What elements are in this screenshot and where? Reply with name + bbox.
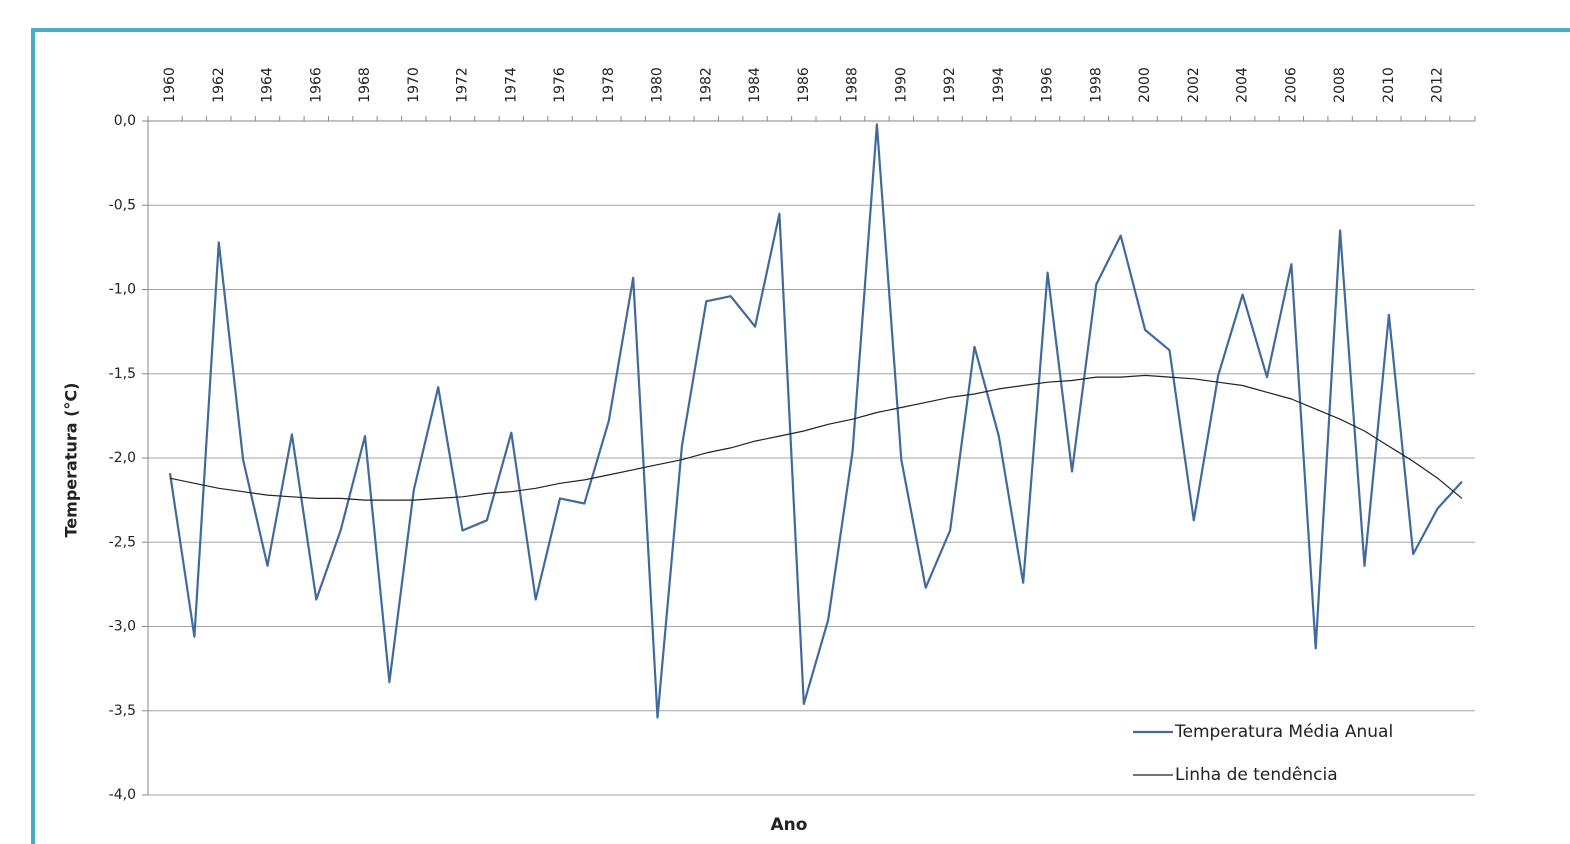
y-axis-title: Temperatura (°C) (62, 383, 81, 538)
x-tick-label: 1972 (455, 67, 471, 103)
x-tick-label: 1964 (260, 67, 276, 103)
x-tick-label: 2010 (1381, 67, 1397, 103)
y-tick-label: -1,0 (109, 282, 136, 298)
x-tick-label: 1998 (1088, 67, 1104, 103)
x-tick-label: 1996 (1040, 67, 1056, 103)
x-tick-label: 1988 (845, 67, 861, 103)
legend-label: Linha de tendência (1175, 765, 1338, 785)
x-tick-label: 2002 (1186, 67, 1202, 103)
x-tick-label: 2000 (1137, 67, 1153, 103)
x-tick-label: 1992 (942, 67, 958, 103)
x-tick-label: 2008 (1332, 67, 1348, 103)
x-tick-label: 1976 (552, 67, 568, 103)
x-tick-label: 1984 (747, 67, 763, 103)
y-tick-label: 0,0 (114, 113, 136, 129)
x-tick-label: 1994 (991, 67, 1007, 103)
x-tick-label: 2004 (1235, 67, 1251, 103)
legend-label: Temperatura Média Anual (1174, 722, 1393, 742)
x-axis-title: Ano (771, 815, 808, 835)
x-tick-label: 1990 (893, 67, 909, 103)
x-tick-label: 1970 (406, 67, 422, 103)
y-tick-label: -0,5 (109, 197, 136, 213)
x-tick-label: 1960 (162, 67, 178, 103)
x-tick-label: 1968 (357, 67, 373, 103)
y-tick-label: -4,0 (109, 787, 136, 803)
series-line (168, 123, 1463, 719)
x-tick-label: 1978 (601, 67, 617, 103)
y-tick-label: -2,5 (109, 534, 136, 550)
x-tick-label: 1962 (211, 67, 227, 103)
x-tick-label: 1986 (796, 67, 812, 103)
x-tick-label: 1966 (308, 67, 324, 103)
frame (31, 28, 1570, 844)
y-tick-label: -1,5 (109, 366, 136, 382)
y-tick-label: -2,0 (109, 450, 136, 466)
y-tick-label: -3,5 (109, 703, 136, 719)
series-line (169, 374, 1463, 501)
y-tick-label: -3,0 (109, 619, 136, 635)
x-tick-label: 1982 (698, 67, 714, 103)
x-tick-label: 2006 (1283, 67, 1299, 103)
x-tick-label: 1980 (650, 67, 666, 103)
x-tick-label: 1974 (503, 67, 519, 103)
x-tick-label: 2012 (1430, 67, 1446, 103)
